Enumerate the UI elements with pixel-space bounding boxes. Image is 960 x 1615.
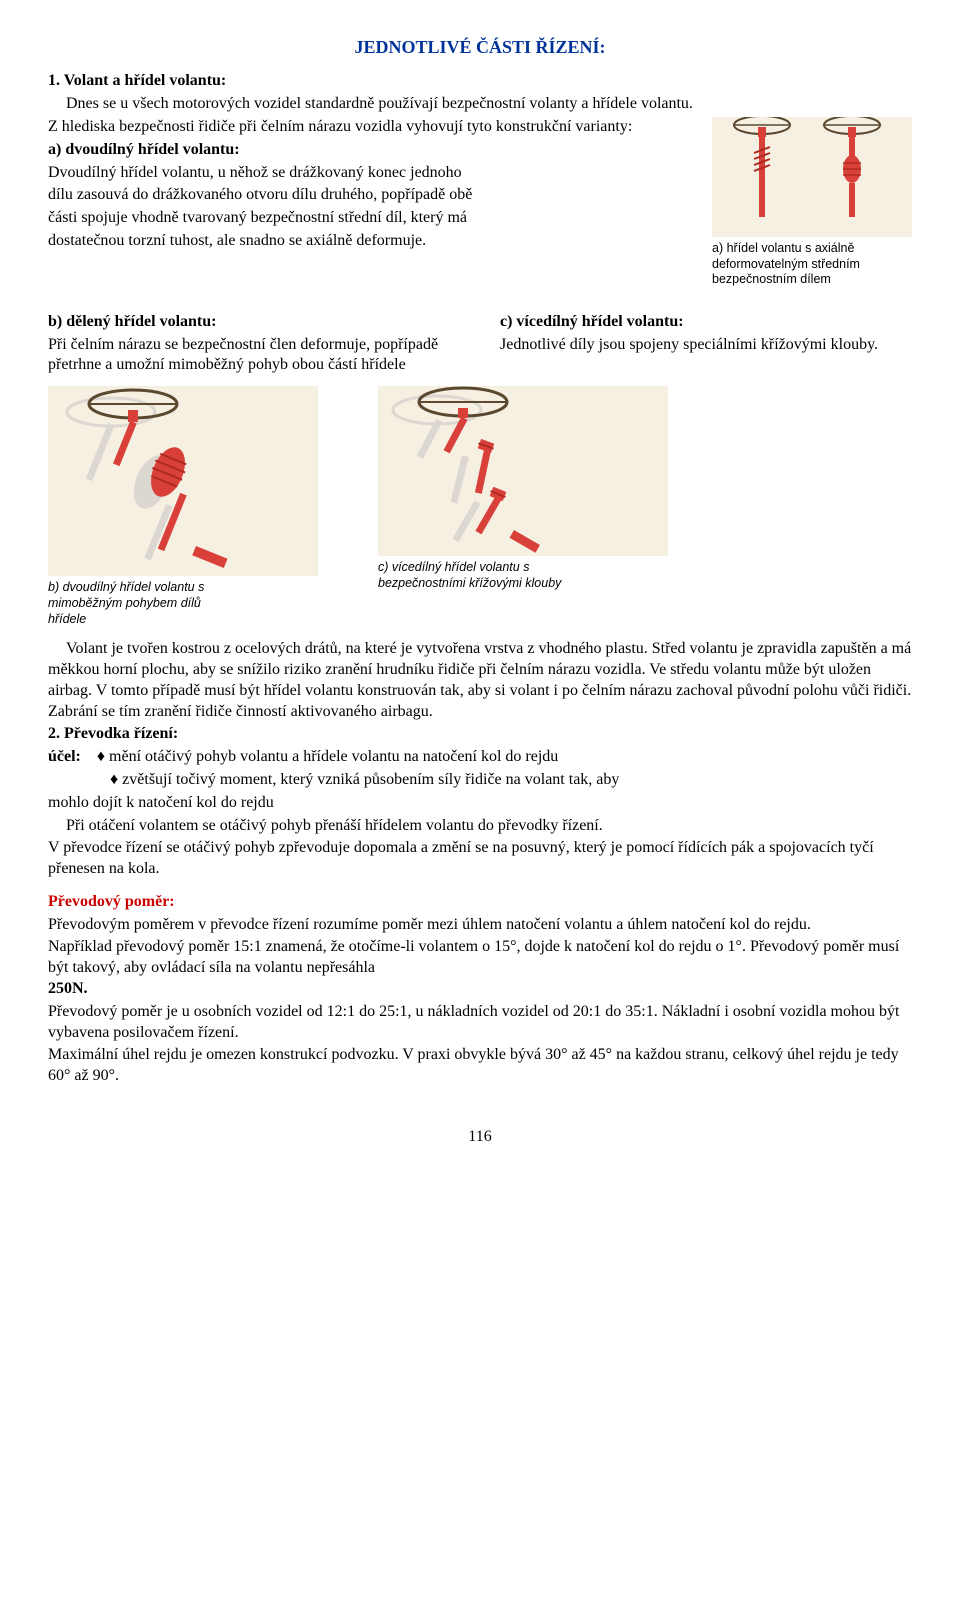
volant-paragraph: Volant je tvořen kostrou z ocelových drá… [48,639,912,722]
sec1-a-head: a) dvoudílný hřídel volantu: [48,140,692,161]
ucel-b2-cont: mohlo dojít k natočení kol do rejdu [48,793,912,814]
ratio-p2b: 250N. [48,980,88,997]
ucel-bullet-2: ♦ zvětšují točivý moment, který vzniká p… [48,770,912,791]
figure-b-caption: b) dvoudílný hřídel volantu s mimoběžným… [48,580,238,627]
sec-c-body: Jednotlivé díly jsou spojeny speciálními… [500,335,912,356]
sec-b-body: Při čelním nárazu se bezpečnostní člen d… [48,335,460,377]
ratio-p2a: Například převodový poměr 15:1 znamená, … [48,938,899,976]
figure-a-caption: a) hřídel volantu s axiálně deformovatel… [712,241,912,288]
sec-c-head: c) vícedílný hřídel volantu: [500,312,912,333]
figure-a-icon [712,117,912,237]
ucel-b2-text: zvětšují točivý moment, který vzniká půs… [122,771,619,788]
diamond-icon: ♦ [97,748,105,765]
figure-c-icon [378,386,668,556]
sec2-heading: 2. Převodka řízení: [48,724,912,745]
sec1-a-l4: dostatečnou torzní tuhost, ale snadno se… [48,231,692,252]
sec1-intro2: Z hlediska bezpečnosti řidiče při čelním… [48,117,692,138]
ratio-heading: Převodový poměr: [48,892,912,913]
ratio-p1: Převodovým poměrem v převodce řízení roz… [48,915,912,936]
ucel-b1-text: mění otáčivý pohyb volantu a hřídele vol… [109,748,558,765]
page-number: 116 [48,1127,912,1148]
diamond-icon: ♦ [110,771,118,788]
page-title: JEDNOTLIVÉ ČÁSTI ŘÍZENÍ: [48,36,912,59]
sec1-intro: Dnes se u všech motorových vozidel stand… [48,94,912,115]
ucel-bullet-1: účel: ♦ mění otáčivý pohyb volantu a hří… [48,747,912,768]
sec1-heading: 1. Volant a hřídel volantu: [48,71,912,92]
ratio-p3: Převodový poměr je u osobních vozidel od… [48,1002,912,1044]
figure-b-icon [48,386,318,576]
sec1-a-l2: dílu zasouvá do drážkovaného otvoru dílu… [48,185,692,206]
sec1-a-l1: Dvoudílný hřídel volantu, u něhož se drá… [48,163,692,184]
ucel-para1: Při otáčení volantem se otáčivý pohyb př… [48,816,912,837]
ucel-para2: V převodce řízení se otáčivý pohyb zpřev… [48,838,912,880]
ucel-label: účel: [48,748,81,765]
figure-c-caption: c) vícedílný hřídel volantu s bezpečnost… [378,560,578,591]
sec-b-head: b) dělený hřídel volantu: [48,312,460,333]
sec1-a-l3: části spojuje vhodně tvarovaný bezpečnos… [48,208,692,229]
ratio-p4: Maximální úhel rejdu je omezen konstrukc… [48,1045,912,1087]
ratio-p2: Například převodový poměr 15:1 znamená, … [48,937,912,999]
